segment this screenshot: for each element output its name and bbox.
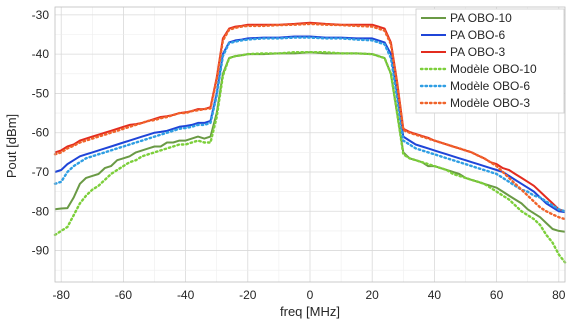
series-line-4 [53,51,567,264]
legend-label: PA OBO-10 [450,11,512,25]
y-axis-label: Pout [dBm] [4,114,19,178]
y-tick-label: -70 [32,165,50,179]
legend-label: PA OBO-6 [450,28,505,42]
legend: PA OBO-10 PA OBO-6 PA OBO-3 Modèle OBO-10 Mo… [415,8,565,114]
series-layer [53,21,567,264]
y-tick-label: -30 [32,8,50,22]
x-tick-label: -40 [177,288,195,302]
x-tick-label: -20 [239,288,257,302]
series-line-5 [53,36,567,213]
x-tick-label: 0 [307,288,314,302]
x-tick-label: 40 [428,288,442,302]
x-tick-label: 20 [366,288,380,302]
x-tick-label: -80 [53,288,71,302]
legend-label: Modèle OBO-10 [450,62,537,76]
x-axis-label: freq [MHz] [280,304,340,319]
legend-box [415,8,565,114]
x-tick-labels: -80 -60 -40 -20 0 20 40 60 80 [53,288,566,302]
series-line-6 [53,22,567,221]
legend-label: PA OBO-3 [450,45,505,59]
y-tick-label: -40 [32,47,50,61]
x-tick-label: -60 [115,288,133,302]
x-tick-label: 80 [552,288,566,302]
y-tick-label: -50 [32,86,50,100]
y-tick-label: -60 [32,126,50,140]
legend-label: Modèle OBO-6 [450,79,530,93]
y-tick-labels: -30 -40 -50 -60 -70 -80 -90 [32,8,50,258]
plot-frame [54,6,566,283]
x-tick-label: 60 [490,288,504,302]
y-tick-label: -80 [32,204,50,218]
legend-label: Modèle OBO-3 [450,96,530,110]
y-tick-label: -90 [32,244,50,258]
